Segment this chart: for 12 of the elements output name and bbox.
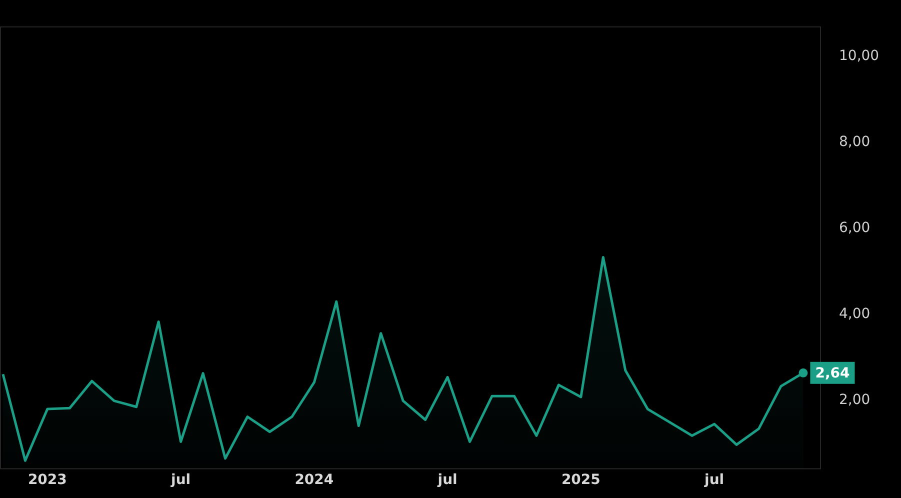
y-tick-label: 6,00 <box>839 220 870 236</box>
x-tick-label: jul <box>436 472 458 488</box>
y-tick-label: 10,00 <box>839 48 880 64</box>
x-tick-label: 2024 <box>294 472 334 488</box>
data-label: 2,64 <box>815 366 850 382</box>
x-tick-label: jul <box>170 472 191 488</box>
x-tick-label: jul <box>704 472 724 488</box>
y-tick-label: 4,00 <box>839 306 870 322</box>
y-tick-label: 2,00 <box>839 392 870 408</box>
x-tick-label: 2023 <box>28 472 67 488</box>
y-tick-label: 8,00 <box>839 134 870 150</box>
x-tick-label: 2025 <box>561 472 600 488</box>
